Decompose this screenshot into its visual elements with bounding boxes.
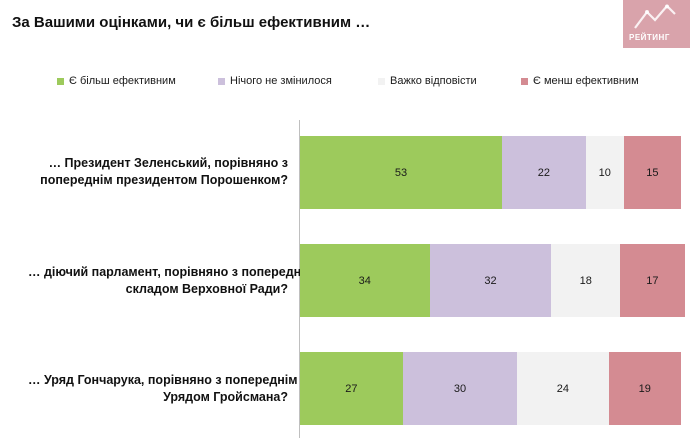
chart-title: За Вашими оцінками, чи є більш ефективни… — [12, 14, 371, 31]
bar-value-label: 32 — [484, 274, 497, 287]
category-label-line: складом Верховної Ради? — [125, 282, 288, 296]
bar-segment-less-effective: 15 — [623, 136, 681, 209]
legend-label: Важко відповісти — [390, 75, 477, 87]
bar-value-label: 18 — [579, 274, 592, 287]
category-axis-line — [299, 120, 300, 438]
category-label-line: … Президент Зеленський, порівняно з — [48, 156, 288, 170]
category-label-parliament: … діючий парламент, порівняно з попередн… — [28, 264, 314, 298]
bar-segment-hard-to-say: 10 — [585, 136, 624, 209]
bar-value-label: 19 — [638, 382, 651, 395]
bar-value-label: 10 — [598, 166, 611, 179]
legend-item-less-effective: Є менш ефективним — [521, 72, 639, 90]
legend-swatch — [218, 77, 225, 85]
category-label-line: Урядом Гройсмана? — [163, 390, 288, 404]
legend-item-unchanged: Нічого не змінилося — [218, 72, 332, 90]
logo-text: РЕЙТИНГ — [629, 33, 670, 42]
bar-segment-unchanged: 22 — [501, 136, 586, 209]
chart-legend: Є більш ефективним Нічого не змінилося В… — [0, 72, 690, 90]
bar-segment-hard-to-say: 18 — [551, 244, 621, 317]
legend-item-hard-to-say: Важко відповісти — [378, 72, 477, 90]
category-label-line: попереднім президентом Порошенком? — [40, 173, 288, 187]
bar-segment-more-effective: 53 — [300, 136, 502, 209]
legend-swatch — [521, 77, 528, 85]
legend-swatch — [378, 77, 385, 85]
bar-value-label: 17 — [646, 274, 659, 287]
legend-label: Є більш ефективним — [69, 75, 176, 87]
bar-segment-more-effective: 27 — [300, 352, 403, 425]
bar-value-label: 30 — [453, 382, 467, 395]
bar-segment-more-effective: 34 — [300, 244, 430, 317]
legend-label: Є менш ефективним — [533, 75, 639, 87]
bar-segment-less-effective: 19 — [608, 352, 681, 425]
bar-value-label: 24 — [556, 382, 569, 395]
bar-value-label: 15 — [646, 166, 659, 179]
bar-value-label: 53 — [394, 166, 408, 179]
bar-value-label: 27 — [345, 382, 358, 395]
bar-value-label: 22 — [537, 166, 550, 179]
category-label-line: … Уряд Гончарука, порівняно з попереднім — [28, 373, 298, 387]
category-label-president: … Президент Зеленський, порівняно з попе… — [28, 155, 288, 189]
bar-segment-less-effective: 17 — [620, 244, 685, 317]
legend-swatch — [57, 77, 64, 85]
bar-segment-hard-to-say: 24 — [517, 352, 609, 425]
bar-value-label: 34 — [358, 274, 371, 287]
bar-segment-unchanged: 32 — [429, 244, 552, 317]
rating-logo: РЕЙТИНГ — [623, 0, 690, 48]
legend-label: Нічого не змінилося — [230, 75, 332, 87]
category-label-government: … Уряд Гончарука, порівняно з попереднім… — [28, 372, 298, 406]
legend-item-more-effective: Є більш ефективним — [57, 72, 176, 90]
category-label-line: … діючий парламент, порівняно з попередн… — [28, 265, 314, 279]
bar-segment-unchanged: 30 — [402, 352, 518, 425]
logo-mark-icon — [634, 4, 676, 29]
